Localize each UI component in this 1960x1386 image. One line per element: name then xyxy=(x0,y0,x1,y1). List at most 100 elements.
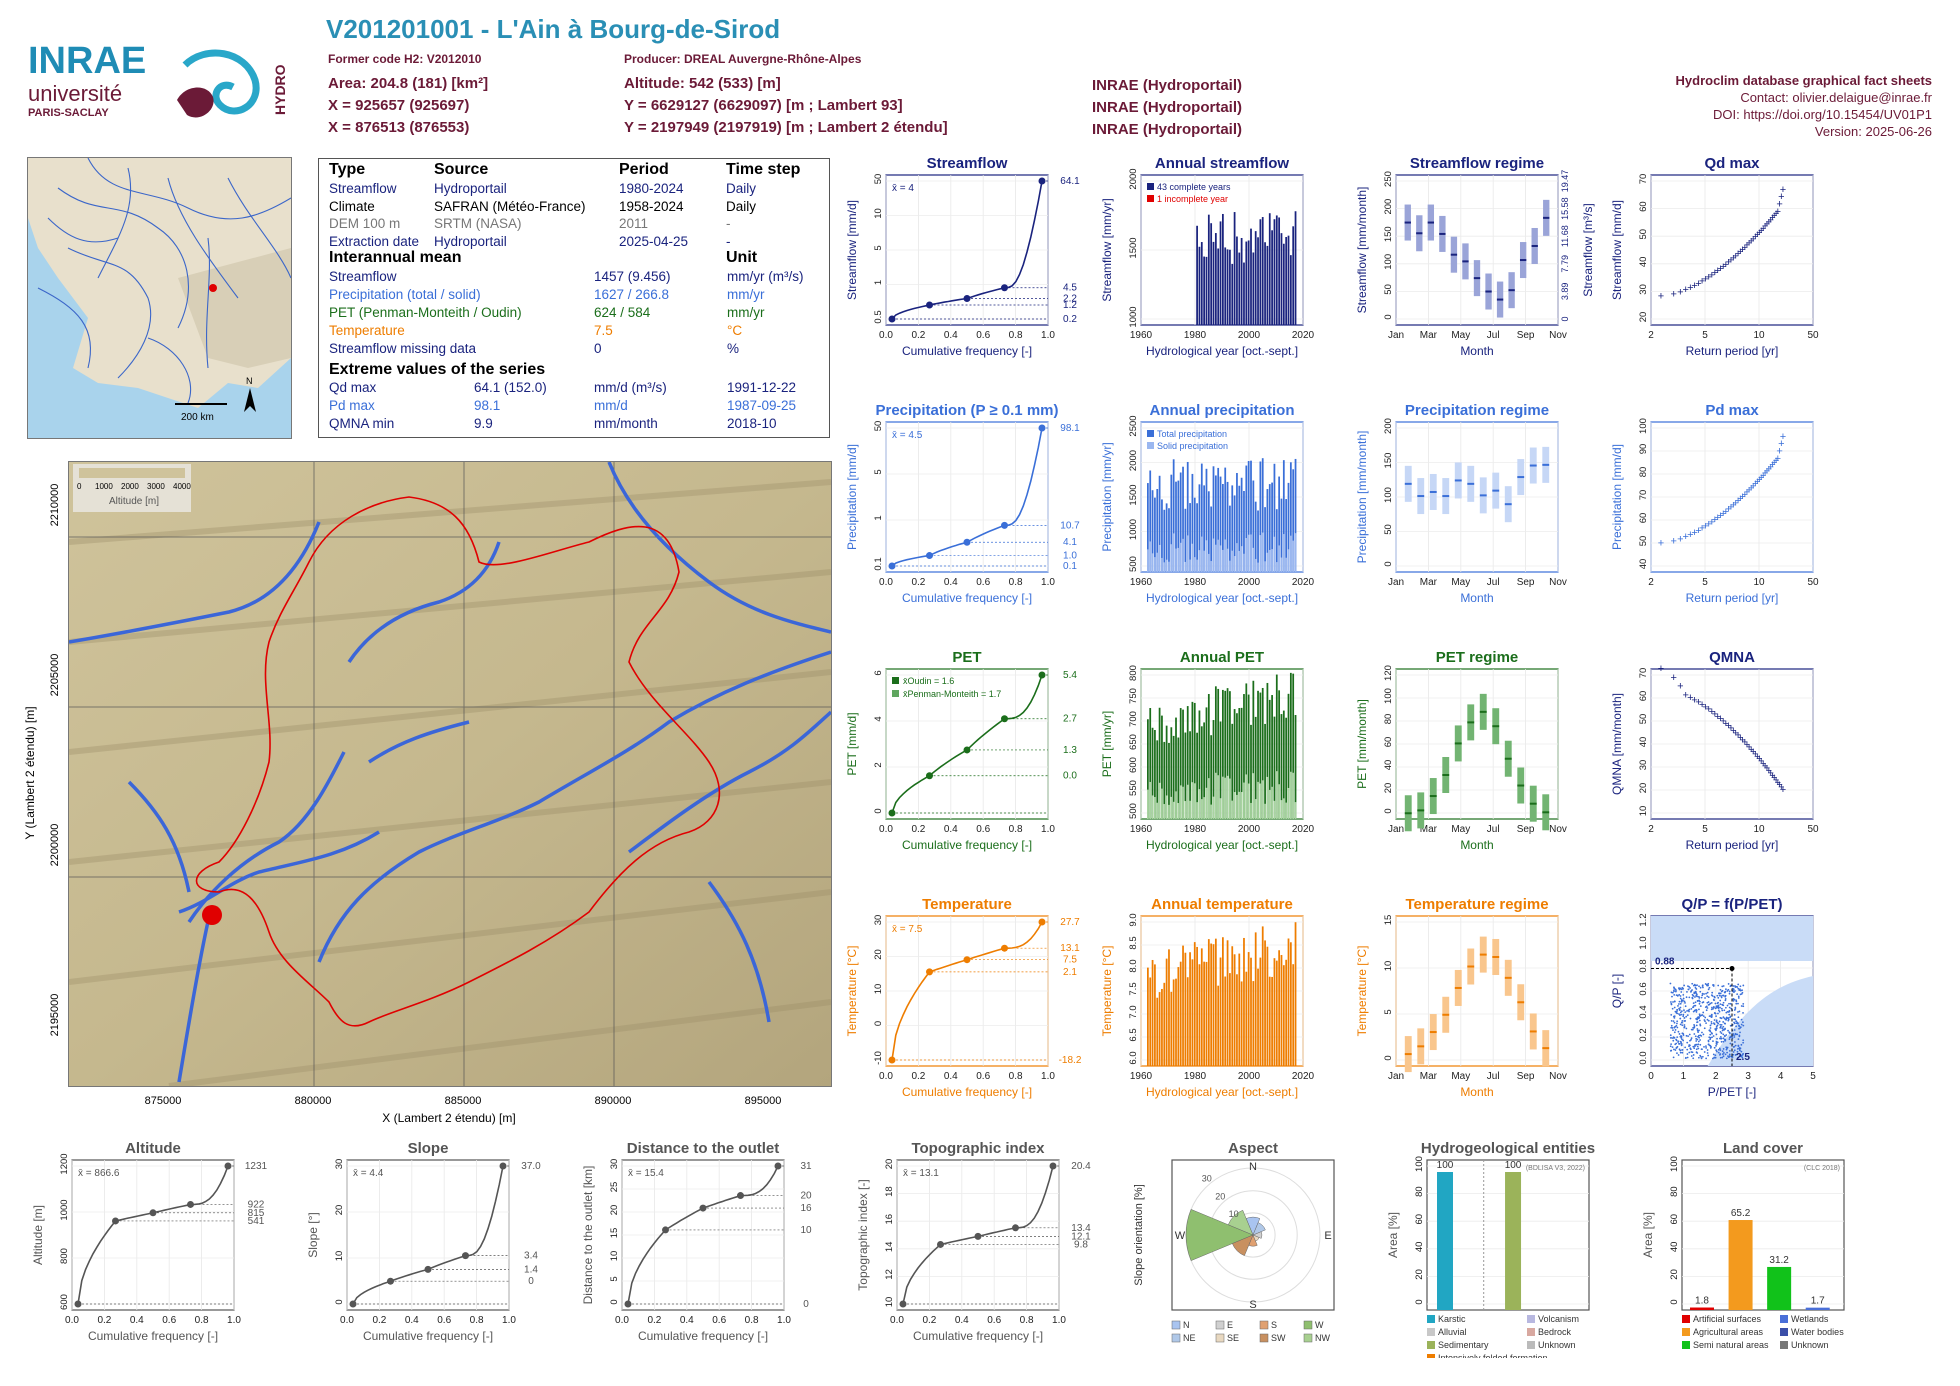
qp_ppet-point xyxy=(1737,1038,1740,1041)
temp_regime-xtick: Mar xyxy=(1420,1071,1438,1082)
qmna-point: + xyxy=(1737,732,1743,744)
qp_ppet-point xyxy=(1670,1043,1673,1046)
annual_pet-bar-secondary xyxy=(1200,799,1203,819)
precip_fdc-quantile-point xyxy=(888,562,896,570)
annual_pet-bar-secondary xyxy=(1238,791,1241,819)
qd_max-point: + xyxy=(1733,250,1739,262)
qp_ppet-point xyxy=(1675,1010,1678,1013)
qp_ppet-point xyxy=(1704,1020,1706,1023)
qp_ppet-point xyxy=(1727,1017,1730,1019)
precip_regime-ytick: 0 xyxy=(1383,561,1394,566)
qp_ppet-point xyxy=(1686,1053,1689,1055)
topo_index-xtick: 0.2 xyxy=(922,1315,936,1326)
table-period-cell: 2025-04-25 xyxy=(619,233,689,249)
qp_ppet-point xyxy=(1705,983,1708,986)
qp_ppet-point xyxy=(1683,1000,1686,1003)
precip_regime-ylabel: Precipitation [mm/month] xyxy=(1355,431,1369,564)
annual_pet-bar xyxy=(1156,740,1159,819)
temp_regime-xtick: May xyxy=(1451,1071,1470,1082)
annual_pet-bar-secondary xyxy=(1219,798,1222,819)
land_cover-legend-item: Unknown xyxy=(1791,1340,1829,1350)
annual_pet-bar xyxy=(1240,707,1243,819)
pd_max-point: + xyxy=(1776,446,1782,458)
qd_max-xlabel: Return period [yr] xyxy=(1686,344,1779,358)
hydrogeology-legend-key xyxy=(1527,1341,1535,1349)
annual_pet-bar xyxy=(1198,710,1201,819)
annual_precip-bar xyxy=(1161,499,1163,572)
qp_ppet-point xyxy=(1720,996,1723,999)
annual_precip-bar xyxy=(1212,466,1215,572)
qp_ppet-point xyxy=(1717,1051,1720,1054)
land_cover-legend-key xyxy=(1682,1328,1690,1336)
precip_fdc-ytick: 1 xyxy=(873,515,884,520)
qp_ppet-point xyxy=(1707,1054,1710,1057)
qd_max-point: + xyxy=(1780,184,1786,196)
qp_ppet-point xyxy=(1718,1010,1721,1013)
qp_ppet-point xyxy=(1706,1052,1709,1054)
annual_precip-bar xyxy=(1285,499,1288,572)
mean-value-cell: 0 xyxy=(594,341,602,356)
table-type-cell: Climate xyxy=(329,198,375,214)
qp_ppet-point xyxy=(1707,996,1710,999)
table-source-cell: Hydroportail xyxy=(434,181,507,196)
qd_max-point: + xyxy=(1748,235,1754,247)
pd_max-point: + xyxy=(1746,485,1752,497)
table-step-cell: Daily xyxy=(726,181,757,196)
land_cover-ytick: 60 xyxy=(1669,1214,1680,1225)
annual_precip-ytick: 500 xyxy=(1128,556,1139,572)
annual_streamflow-bar xyxy=(1280,233,1283,325)
altitude-quantile-point xyxy=(74,1300,82,1308)
qp_ppet-point xyxy=(1702,1015,1705,1018)
qp_ppet-point xyxy=(1730,1035,1732,1038)
pet_fdc-ytick: 0 xyxy=(873,808,884,813)
annual_pet-bar-secondary xyxy=(1177,803,1180,819)
qp_ppet-point xyxy=(1688,1051,1691,1054)
annual_pet-bar-secondary xyxy=(1151,795,1154,819)
annual_pet-bar-secondary xyxy=(1154,796,1156,819)
annual_precip-bar-secondary xyxy=(1147,549,1149,572)
qp_ppet-point xyxy=(1673,1026,1676,1029)
qmna-point: + xyxy=(1699,699,1705,711)
qp_ppet-point xyxy=(1693,1009,1696,1012)
qp_ppet-point xyxy=(1702,1033,1705,1036)
annual_precip-bar xyxy=(1203,485,1206,572)
qp_ppet-point xyxy=(1737,987,1740,990)
annual_streamflow-bar xyxy=(1285,237,1288,325)
annual_precip-bar xyxy=(1222,483,1224,572)
precip_fdc-mean-label: x̄ = 4.5 xyxy=(892,430,923,441)
qd_max-point: + xyxy=(1699,276,1705,288)
annual_streamflow-bar xyxy=(1268,213,1271,325)
col-header-period: Period xyxy=(619,161,669,178)
qp_ppet-energy-limit xyxy=(1707,976,1813,1066)
streamflow_fdc-xtick: 0.8 xyxy=(1009,330,1023,341)
annual_pet-bar-secondary xyxy=(1229,778,1231,819)
precip_regime-ytick: 200 xyxy=(1383,418,1394,434)
qp_ppet-point xyxy=(1734,985,1736,987)
qp_ppet-point xyxy=(1733,1009,1736,1011)
qp_ppet-point xyxy=(1733,1029,1736,1031)
land_cover-bar xyxy=(1728,1220,1753,1310)
hydrogeology-bar xyxy=(1437,1172,1453,1310)
annual_temp-bar xyxy=(1147,967,1149,1066)
annual_pet-ylabel: PET [mm/yr] xyxy=(1100,711,1114,777)
annual_pet-bar xyxy=(1238,708,1241,819)
annual_streamflow-bar xyxy=(1271,230,1273,325)
annual_precip-bar xyxy=(1193,497,1196,572)
qp_ppet-point xyxy=(1728,1013,1731,1016)
producer: Producer: DREAL Auvergne-Rhône-Alpes xyxy=(624,52,862,66)
annual_streamflow-bar xyxy=(1238,252,1241,325)
qp_ppet-point xyxy=(1735,1022,1738,1025)
qp_ppet-point xyxy=(1708,1044,1711,1047)
annual_precip-bar-secondary xyxy=(1151,553,1154,572)
qp_ppet-point xyxy=(1682,1015,1685,1018)
temp_regime-ytick: 15 xyxy=(1383,915,1394,926)
table-step-cell: - xyxy=(726,233,731,249)
annual_precip-xlabel: Hydrological year [oct.-sept.] xyxy=(1146,591,1298,605)
aspect-legend-item: S xyxy=(1271,1320,1277,1330)
qp_ppet-point xyxy=(1726,1004,1729,1007)
precip_fdc-xtick: 0.8 xyxy=(1009,577,1023,588)
qp_ppet-point xyxy=(1705,1009,1708,1012)
qp_ppet-point xyxy=(1737,983,1740,986)
qp_ppet-point xyxy=(1715,1027,1718,1029)
